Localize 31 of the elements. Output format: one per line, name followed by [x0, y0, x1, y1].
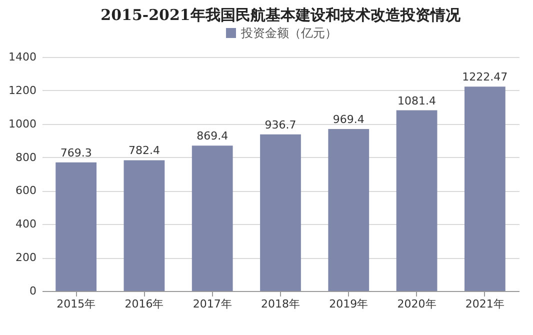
x-tick-label: 2020年	[397, 298, 436, 310]
y-tick-label: 400	[16, 218, 36, 231]
legend-label: 投资金额（亿元）	[240, 26, 337, 40]
x-tick-label: 2017年	[192, 298, 232, 310]
y-tick-label: 1400	[8, 50, 36, 64]
y-tick-label: 1000	[8, 117, 36, 130]
x-tick-label: 2021年	[465, 298, 504, 310]
x-tick-label: 2016年	[124, 298, 164, 310]
data-label: 782.4	[128, 144, 160, 158]
y-tick-label: 200	[16, 251, 36, 264]
y-tick-label: 800	[16, 150, 36, 164]
data-label: 936.7	[264, 118, 296, 132]
data-label: 869.4	[196, 130, 228, 143]
x-tick-label: 2018年	[261, 298, 300, 310]
bar	[260, 134, 301, 291]
bar	[56, 162, 97, 291]
x-tick-label: 2015年	[56, 298, 96, 310]
chart-title: 2015-2021年我国民航基本建设和技术改造投资情况	[100, 6, 462, 24]
bar	[124, 160, 165, 291]
data-label: 1081.4	[398, 94, 436, 108]
x-tick-label: 2019年	[329, 298, 368, 310]
bar	[192, 146, 233, 291]
bar	[464, 86, 506, 291]
data-label: 969.4	[332, 112, 364, 126]
y-tick-label: 0	[30, 284, 36, 298]
data-label: 1222.47	[462, 70, 508, 84]
data-label: 769.3	[60, 146, 92, 160]
y-tick-label: 1200	[8, 84, 36, 97]
bar	[328, 128, 370, 291]
y-tick-label: 600	[16, 184, 36, 198]
bar	[396, 110, 438, 291]
